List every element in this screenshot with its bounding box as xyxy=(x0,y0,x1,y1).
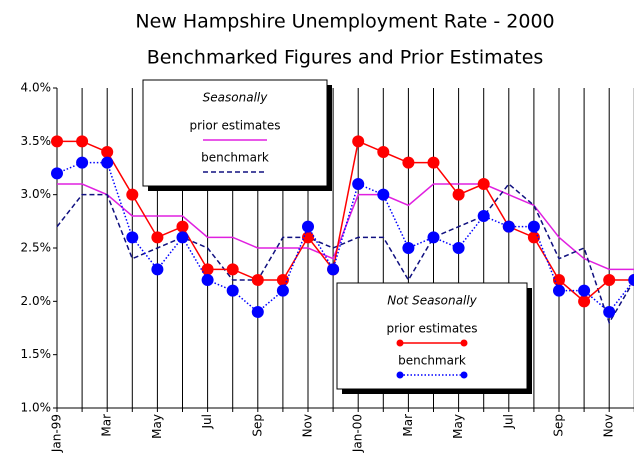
series-marker xyxy=(302,231,314,244)
series-marker xyxy=(603,274,616,286)
series-marker xyxy=(527,220,540,233)
series-marker xyxy=(578,284,591,297)
x-tick-label: Sep xyxy=(250,414,264,437)
series-marker xyxy=(201,263,214,276)
series-marker xyxy=(402,242,415,254)
series-marker xyxy=(101,156,114,169)
series-marker xyxy=(477,178,490,190)
series-marker xyxy=(377,188,390,201)
y-tick-label: 1.5% xyxy=(21,347,52,361)
series-marker xyxy=(352,135,365,148)
series-marker xyxy=(76,135,89,148)
series-marker xyxy=(427,156,440,169)
legend-title: Not Seasonally xyxy=(387,294,477,308)
y-tick-label: 2.5% xyxy=(21,241,52,255)
x-tick-label: Nov xyxy=(602,414,616,437)
series-marker xyxy=(603,306,616,318)
series-marker xyxy=(226,284,239,297)
series-marker xyxy=(201,274,214,286)
y-tick-label: 3.0% xyxy=(21,187,52,201)
series-marker xyxy=(276,284,289,297)
series-marker xyxy=(402,156,415,169)
legend-label: benchmark xyxy=(201,151,269,165)
legend-marker xyxy=(460,339,468,347)
series-marker xyxy=(502,220,515,233)
series-marker xyxy=(527,231,540,244)
x-tick-label: Mar xyxy=(100,414,114,437)
series-marker xyxy=(101,146,114,158)
x-tick-label: Sep xyxy=(552,414,566,437)
y-tick-label: 3.5% xyxy=(21,134,52,148)
legend-box xyxy=(336,282,528,390)
series-marker xyxy=(51,135,63,148)
chart-subtitle: Benchmarked Figures and Prior Estimates xyxy=(147,47,544,69)
series-line xyxy=(57,140,634,303)
x-tick-label: May xyxy=(150,414,164,439)
legend-marker xyxy=(460,371,468,379)
x-tick-label: May xyxy=(451,414,465,439)
legend-marker xyxy=(396,339,404,347)
series-line xyxy=(56,161,634,314)
series-marker xyxy=(452,242,465,254)
series-marker xyxy=(327,263,340,276)
series-marker xyxy=(151,231,164,244)
y-tick-label: 4.0% xyxy=(21,81,52,95)
x-tick-label: Jan-00 xyxy=(351,414,365,453)
series-marker xyxy=(377,146,390,158)
series-marker xyxy=(352,178,365,190)
legend-label: benchmark xyxy=(398,354,466,368)
series-line xyxy=(57,183,634,271)
legend-title: Seasonally xyxy=(203,91,269,105)
series-marker xyxy=(276,274,289,286)
legend-marker xyxy=(396,371,404,379)
series-marker xyxy=(251,306,264,318)
series-marker xyxy=(578,295,591,308)
legend-label: prior estimates xyxy=(386,322,477,336)
y-tick-label: 1.0% xyxy=(21,401,52,415)
x-tick-label: Jul xyxy=(200,414,214,429)
series-line xyxy=(56,182,634,325)
series-marker xyxy=(553,274,565,286)
series-marker xyxy=(427,231,440,244)
x-tick-label: Jul xyxy=(501,414,515,429)
x-tick-label: Jan-99 xyxy=(50,414,64,453)
series-marker xyxy=(452,188,465,201)
series-marker xyxy=(176,231,189,244)
series-marker xyxy=(226,263,239,276)
series-marker xyxy=(76,156,89,169)
legend-label: prior estimates xyxy=(189,119,280,133)
series-marker xyxy=(477,210,490,222)
series-marker xyxy=(251,274,264,286)
series-marker xyxy=(176,220,189,233)
legend-box xyxy=(142,79,328,187)
x-tick-label: Mar xyxy=(401,414,415,437)
y-tick-label: 2.0% xyxy=(21,294,52,308)
series-marker xyxy=(553,284,565,297)
series-marker xyxy=(51,167,63,180)
series-marker xyxy=(151,263,164,276)
x-tick-label: Nov xyxy=(301,414,315,437)
series-marker xyxy=(302,220,314,233)
series-marker xyxy=(126,231,139,244)
series-marker xyxy=(628,274,634,286)
series-marker xyxy=(126,188,139,201)
chart-title: New Hampshire Unemployment Rate - 2000 xyxy=(135,11,554,33)
